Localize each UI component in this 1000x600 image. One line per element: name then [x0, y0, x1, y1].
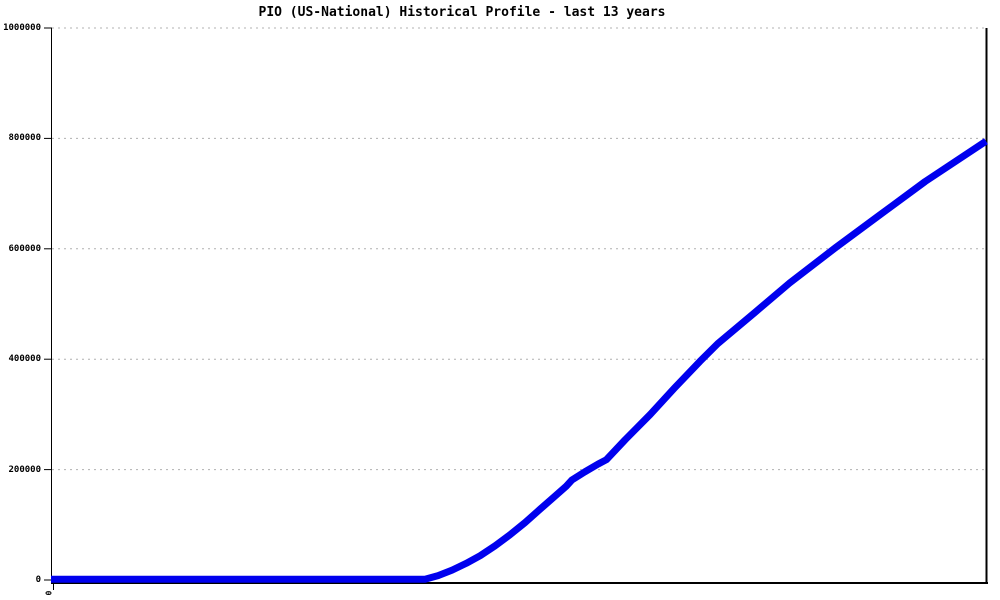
- data-series-line: [51, 138, 988, 583]
- y-axis-tick-label: 600000: [8, 243, 41, 254]
- y-axis-tick-label: 200000: [8, 464, 41, 475]
- y-axis-tick-label: 1000000: [3, 23, 41, 33]
- y-axis-tick-label: 0: [35, 575, 41, 585]
- x-axis-origin-label: 0: [43, 590, 53, 596]
- y-axis-tick-label: 400000: [8, 354, 41, 365]
- chart-title: PIO (US-National) Historical Profile - l…: [258, 5, 666, 20]
- y-axis-tick-label: 800000: [8, 133, 41, 144]
